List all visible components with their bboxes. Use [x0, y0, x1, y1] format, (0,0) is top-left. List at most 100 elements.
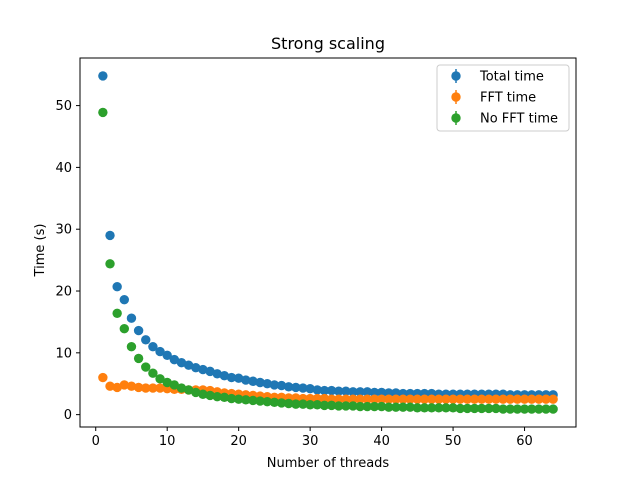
data-point: [441, 403, 451, 413]
data-point: [319, 385, 330, 396]
data-point: [412, 394, 423, 404]
series-no-fft-time: [98, 107, 558, 414]
data-point: [484, 403, 494, 414]
data-point: [162, 350, 172, 360]
data-point: [348, 387, 358, 397]
data-point: [105, 259, 115, 269]
data-point: [169, 354, 180, 365]
data-point: [183, 360, 194, 370]
data-point: [155, 346, 165, 357]
data-point: [226, 393, 237, 404]
data-point: [526, 404, 537, 414]
data-point: [491, 394, 501, 404]
data-point: [512, 394, 523, 404]
data-point: [412, 403, 423, 413]
data-point: [419, 394, 430, 404]
data-point: [291, 382, 301, 393]
data-point: [241, 395, 251, 405]
legend-marker: [451, 113, 461, 123]
data-point: [362, 387, 373, 397]
data-point: [141, 362, 151, 372]
legend-marker: [451, 92, 461, 102]
legend-item: Total time: [451, 69, 544, 85]
legend-item: No FFT time: [451, 111, 558, 127]
data-point: [183, 385, 194, 395]
data-point: [384, 394, 394, 404]
y-tick-label: 0: [64, 408, 72, 423]
data-point: [548, 394, 558, 404]
data-point: [355, 387, 365, 397]
x-tick-label: 10: [159, 434, 176, 449]
x-tick-label: 20: [230, 434, 247, 449]
data-point: [369, 387, 380, 398]
y-tick-label: 10: [55, 346, 72, 361]
data-point: [141, 335, 151, 345]
data-point: [219, 371, 230, 381]
data-point: [298, 383, 308, 393]
data-point: [198, 364, 208, 375]
data-point: [348, 394, 358, 404]
x-tick-label: 40: [373, 434, 390, 449]
y-tick-label: 50: [55, 99, 72, 114]
data-point: [469, 394, 480, 404]
x-tick-label: 60: [516, 434, 533, 449]
data-point: [441, 394, 451, 404]
data-point: [519, 404, 530, 414]
data-point: [283, 398, 294, 409]
data-point: [248, 376, 258, 386]
data-point: [276, 398, 287, 408]
data-point: [491, 403, 501, 414]
data-point: [498, 404, 508, 414]
data-point: [455, 403, 465, 414]
data-point: [198, 389, 208, 399]
data-point: [248, 395, 258, 406]
data-point: [319, 393, 330, 404]
y-tick-label: 40: [55, 161, 72, 176]
data-point: [476, 394, 487, 404]
data-point: [448, 394, 458, 404]
data-point: [312, 385, 322, 395]
data-point: [348, 401, 358, 411]
data-point: [205, 390, 215, 401]
data-point: [405, 394, 415, 404]
data-point: [241, 375, 251, 385]
data-point: [112, 281, 122, 292]
data-point: [355, 401, 365, 412]
data-point: [369, 401, 380, 412]
plot-area: [98, 71, 558, 414]
legend-label: Total time: [479, 70, 544, 85]
data-point: [148, 341, 158, 352]
data-point: [334, 394, 344, 404]
data-point: [119, 324, 130, 334]
data-point: [341, 394, 351, 404]
data-point: [384, 402, 394, 412]
legend-label: No FFT time: [480, 112, 558, 127]
data-point: [133, 325, 144, 336]
data-point: [126, 341, 137, 352]
data-point: [426, 394, 437, 404]
data-point: [119, 380, 130, 390]
data-point: [226, 372, 237, 383]
data-point: [233, 394, 244, 404]
data-point: [212, 392, 222, 402]
data-point: [476, 403, 487, 414]
legend: Total time FFT time No FFT time: [436, 64, 570, 132]
data-point: [448, 403, 458, 413]
data-point: [362, 394, 373, 404]
data-point: [305, 400, 315, 410]
x-tick-label: 30: [302, 434, 319, 449]
data-point: [283, 382, 294, 392]
data-point: [426, 403, 437, 413]
y-tick-label: 30: [55, 223, 72, 238]
chart-title: Strong scaling: [271, 34, 385, 53]
data-point: [534, 394, 544, 404]
data-point: [362, 401, 373, 412]
data-point: [369, 394, 380, 404]
data-point: [526, 394, 537, 404]
data-point: [133, 382, 144, 393]
data-point: [505, 404, 515, 414]
data-point: [326, 385, 337, 396]
data-point: [133, 353, 144, 364]
data-point: [484, 394, 494, 404]
